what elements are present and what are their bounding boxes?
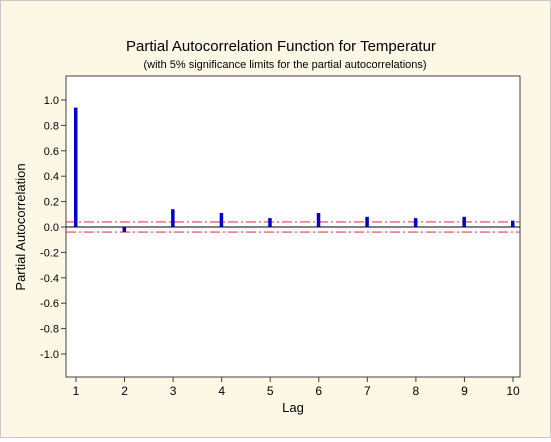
- chart-subtitle: (with 5% significance limits for the par…: [143, 59, 426, 71]
- y-tick-label: 1.0: [44, 95, 59, 107]
- y-tick-label: 0.4: [44, 171, 59, 183]
- x-tick-label: 4: [218, 384, 225, 398]
- x-tick-label: 5: [267, 384, 274, 398]
- x-tick-label: 1: [73, 384, 80, 398]
- x-axis: 1 2 3 4 5 6 7 8 9 10: [73, 377, 520, 398]
- pacf-bars: [74, 107, 515, 233]
- x-tick-label: 7: [364, 384, 371, 398]
- pacf-bar-lag-8: [413, 218, 418, 227]
- x-tick-label: 3: [170, 384, 177, 398]
- pacf-bar-lag-3: [171, 209, 175, 227]
- y-tick-label: -0.8: [40, 324, 59, 336]
- pacf-bar-lag-7: [365, 216, 369, 227]
- y-tick-label: -0.2: [40, 247, 59, 259]
- x-tick-label: 8: [413, 384, 420, 398]
- pacf-bar-lag-6: [316, 213, 321, 227]
- x-tick-label: 6: [315, 384, 322, 398]
- pacf-bar-lag-2: [122, 227, 127, 233]
- significance-limits: [66, 221, 520, 233]
- pacf-bar-lag-5: [268, 218, 272, 227]
- chart-title: Partial Autocorrelation Function for Tem…: [126, 38, 436, 55]
- pacf-bar-lag-1: [74, 107, 78, 227]
- pacf-bar-lag-9: [462, 216, 466, 227]
- y-axis: 1.0 0.8 0.6 0.4 0.2 0.0 -0.2 -0.4 -0.6 -0.8 -1.0: [40, 95, 66, 361]
- y-tick-label: 0.8: [44, 120, 59, 132]
- y-axis-label: Partial Autocorrelation: [13, 163, 28, 290]
- x-tick-label: 9: [461, 384, 468, 398]
- y-tick-label: -1.0: [40, 349, 59, 361]
- y-tick-label: 0.0: [44, 222, 59, 234]
- pacf-bar-lag-4: [219, 213, 224, 227]
- y-tick-label: 0.2: [44, 197, 59, 209]
- y-tick-label: -0.4: [40, 273, 59, 285]
- x-axis-label: Lag: [282, 400, 304, 415]
- y-tick-label: 0.6: [44, 146, 59, 158]
- x-tick-label: 10: [506, 384, 520, 398]
- y-tick-label: -0.6: [40, 298, 59, 310]
- x-tick-label: 2: [121, 384, 128, 398]
- pacf-bar-lag-10: [511, 220, 515, 227]
